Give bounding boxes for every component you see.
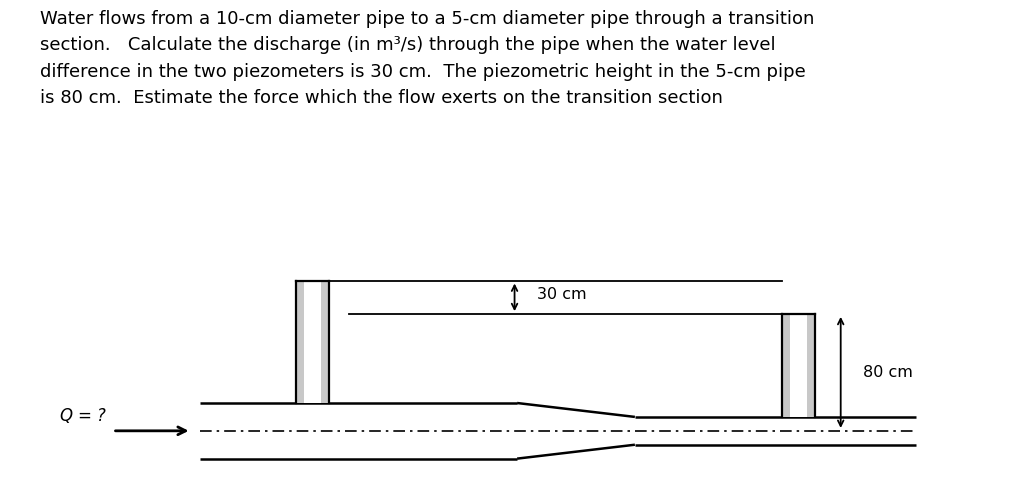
Bar — [782, 314, 815, 417]
Bar — [296, 280, 329, 403]
Text: 80 cm: 80 cm — [863, 365, 913, 380]
Bar — [304, 280, 321, 403]
Text: 30 cm: 30 cm — [537, 287, 587, 302]
Text: $Q$ = ?: $Q$ = ? — [59, 406, 108, 425]
Bar — [791, 314, 807, 417]
Text: Water flows from a 10-cm diameter pipe to a 5-cm diameter pipe through a transit: Water flows from a 10-cm diameter pipe t… — [40, 10, 815, 107]
